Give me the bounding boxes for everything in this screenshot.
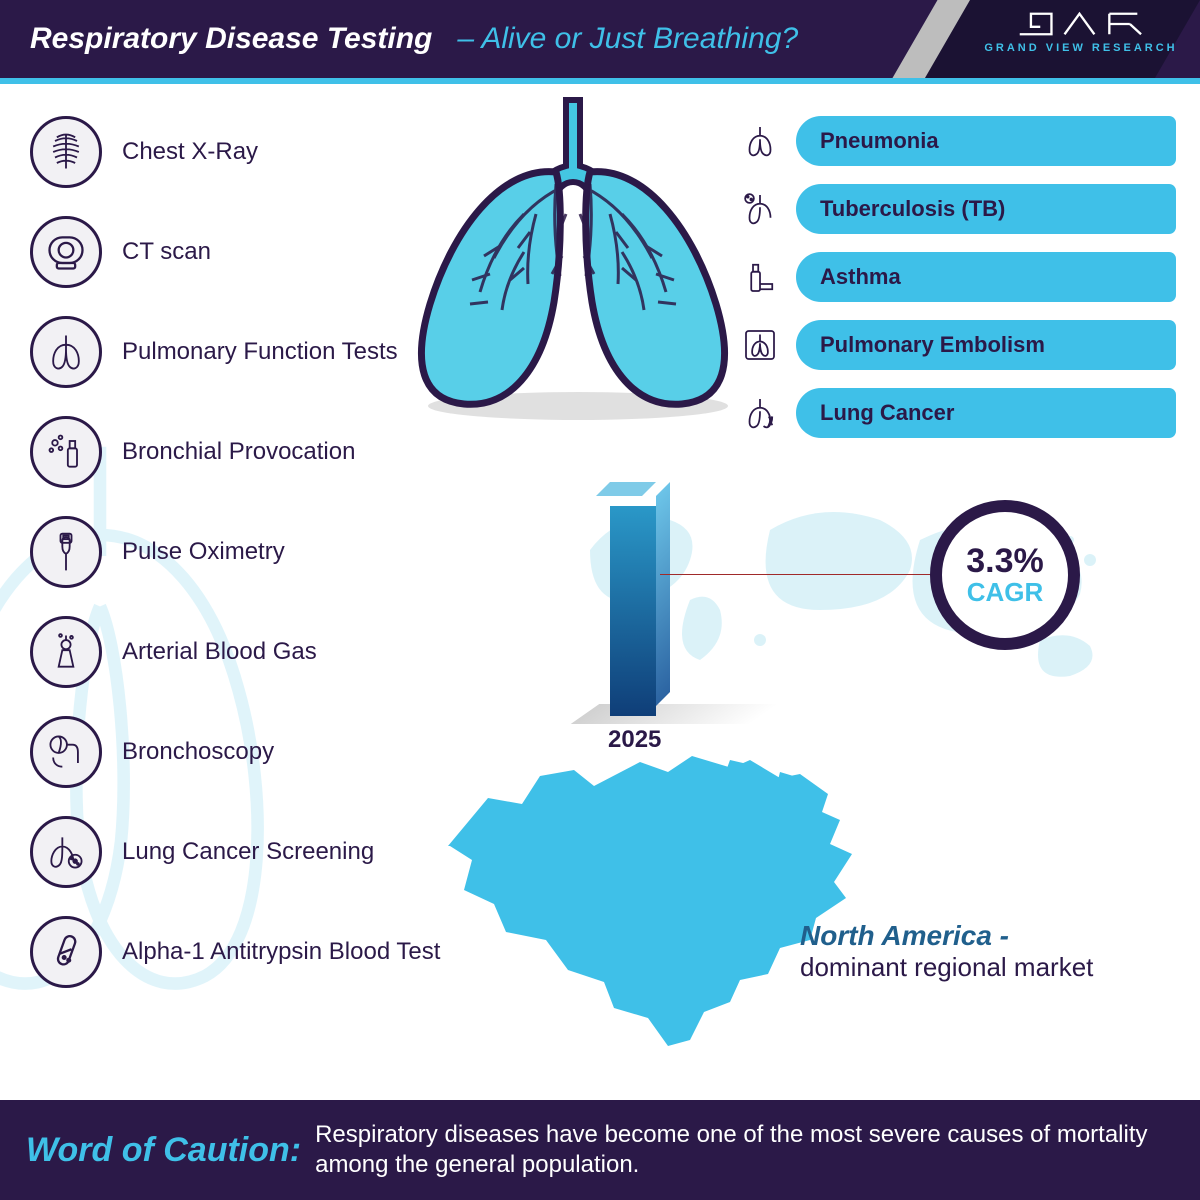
disease-row: Tuberculosis (TB) [736,184,1176,234]
test-row: Arterial Blood Gas [30,616,440,688]
test-label: Alpha-1 Antitrypsin Blood Test [122,938,440,966]
brand-block: GRAND VIEW RESEARCH [976,10,1186,54]
test-row: Lung Cancer Screening [30,816,440,888]
brand-subtitle: GRAND VIEW RESEARCH [976,42,1186,54]
lungs-hero-icon [380,96,760,426]
test-row: Bronchial Provocation [30,416,440,488]
pft-icon [30,316,102,388]
disease-row: Asthma [736,252,1176,302]
bronchoscopy-icon [30,716,102,788]
embolism-icon [736,321,784,369]
footer-bar: Word of Caution: Respiratory diseases ha… [0,1100,1200,1200]
region-label: North America - dominant regional market [800,920,1150,983]
asthma-icon [736,253,784,301]
title-accent: – Alive or Just Breathing? [457,22,798,55]
page-title: Respiratory Disease Testing – Alive or J… [30,22,798,56]
cagr-label: CAGR [967,577,1044,608]
disease-label: Pneumonia [820,128,939,154]
north-america-map-icon [430,750,860,1050]
lung-cancer-icon [736,389,784,437]
diseases-list: Pneumonia Tuberculosis (TB) Asthma Pulmo… [736,116,1176,438]
footer-lead: Word of Caution: [26,1131,301,1170]
test-label: Arterial Blood Gas [122,638,317,666]
chest-xray-icon [30,116,102,188]
disease-pill: Pulmonary Embolism [796,320,1176,370]
footer-body: Respiratory diseases have become one of … [315,1120,1174,1180]
header-bar: Respiratory Disease Testing – Alive or J… [0,0,1200,78]
title-main: Respiratory Disease Testing [30,22,432,55]
cagr-badge: 3.3% CAGR [930,500,1080,650]
disease-pill: Tuberculosis (TB) [796,184,1176,234]
region-desc: dominant regional market [800,952,1150,983]
pneumonia-icon [736,117,784,165]
test-row: Alpha-1 Antitrypsin Blood Test [30,916,440,988]
disease-label: Tuberculosis (TB) [820,196,1005,222]
header-underline [0,78,1200,84]
tb-icon [736,185,784,233]
disease-pill: Pneumonia [796,116,1176,166]
bronchial-provocation-icon [30,416,102,488]
cagr-bar-icon [610,486,670,716]
disease-row: Pulmonary Embolism [736,320,1176,370]
lung-cancer-screening-icon [30,816,102,888]
tests-list: Chest X-Ray CT scan Pulmonary Function T… [30,116,440,988]
test-label: Pulmonary Function Tests [122,338,398,366]
test-row: Pulmonary Function Tests [30,316,440,388]
bar-floor-shadow [571,704,780,724]
test-row: CT scan [30,216,440,288]
disease-pill: Asthma [796,252,1176,302]
cagr-value: 3.3% [966,542,1044,581]
test-row: Pulse Oximetry [30,516,440,588]
test-row: Chest X-Ray [30,116,440,188]
region-name: North America - [800,920,1150,952]
test-label: Chest X-Ray [122,138,258,166]
disease-label: Pulmonary Embolism [820,332,1045,358]
disease-row: Pneumonia [736,116,1176,166]
disease-label: Asthma [820,264,901,290]
arterial-blood-gas-icon [30,616,102,688]
test-label: CT scan [122,238,211,266]
test-row: Bronchoscopy [30,716,440,788]
pulse-oximetry-icon [30,516,102,588]
test-label: Bronchoscopy [122,738,274,766]
disease-row: Lung Cancer [736,388,1176,438]
disease-pill: Lung Cancer [796,388,1176,438]
test-label: Pulse Oximetry [122,538,285,566]
blood-test-icon [30,916,102,988]
brand-logo-icon [976,10,1186,38]
test-label: Lung Cancer Screening [122,838,374,866]
ct-scan-icon [30,216,102,288]
test-label: Bronchial Provocation [122,438,355,466]
cagr-connector [660,574,950,575]
disease-label: Lung Cancer [820,400,954,426]
